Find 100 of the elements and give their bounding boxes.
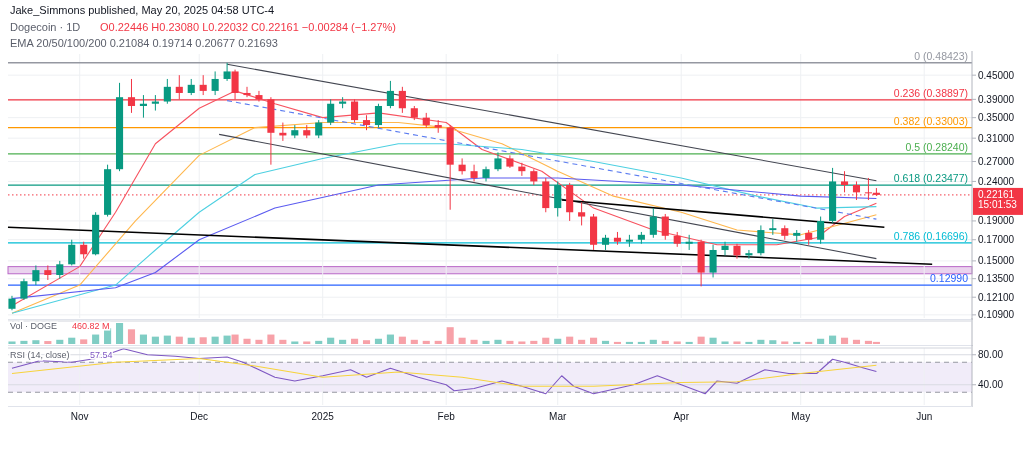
bar [625,341,633,344]
x-tick-label: Apr [673,411,690,422]
bar [339,339,347,344]
candlestick [199,74,207,96]
candlestick [68,239,76,266]
bar [817,338,825,344]
y-tick-label: 0.39000 [978,93,1015,105]
bar [351,338,359,344]
y-tick-label: 0.10900 [978,309,1015,321]
y-tick-label: 0.12100 [978,291,1015,303]
candlestick [494,151,502,172]
x-tick-label: Jun [916,411,933,422]
bar [793,341,801,344]
x-tick-label: Nov [70,411,89,422]
annotation: 460.82 M [72,321,110,331]
candlestick [223,62,231,82]
bar [139,334,147,344]
line-series [11,348,877,395]
chart-title: Vol · DOGE [10,321,58,331]
y-tick-label: 0.13500 [978,273,1015,285]
bar [685,341,693,344]
y-tick-label: 0.17000 [978,234,1015,246]
bar [362,340,371,344]
bar [410,339,418,344]
bar [733,341,741,344]
ref-line-label: 0.12990 [930,272,969,285]
candlestick [32,264,40,286]
bar [470,339,478,344]
bar [590,337,598,344]
bar [303,341,311,344]
bar [279,339,287,344]
bar [44,341,52,344]
y-tick-label: 0.15000 [978,255,1015,267]
bar [20,340,28,344]
bar [578,339,586,344]
bar [231,334,239,344]
bar [243,338,251,344]
bar [422,340,430,344]
chart-title: RSI (14, close) [10,350,70,360]
bar [199,337,207,344]
bar [151,336,159,344]
bar [267,334,275,344]
bar [291,341,299,344]
candlestick [817,216,825,245]
candlestick [243,86,251,98]
x-tick-label: May [791,411,811,422]
bar [781,341,789,344]
candlestick [211,70,219,96]
y-tick-label: 0.45000 [978,69,1015,81]
text: Jake_Simmons published, May 20, 2025 04:58 UTC-4 [10,4,275,16]
candlestick [386,80,394,109]
candlestick [709,244,717,278]
bar [852,339,861,344]
bar [601,340,610,344]
candlestick [721,241,729,256]
ref-line-label: 0.618 (0.23477) [893,172,968,185]
x-tick-label: Dec [190,411,209,422]
candlestick [470,164,478,182]
bar [769,340,777,344]
bar [175,336,183,344]
bar [32,340,40,344]
bar [757,339,765,344]
chart-title: Dogecoin · 1D [10,21,81,33]
y-tick-label: 0.19000 [978,215,1015,227]
bar [661,340,669,344]
bar [829,335,837,344]
y-tick-label: 0.31000 [978,132,1015,144]
candlestick [661,213,669,241]
bar [92,334,100,344]
text: EMA 20/50/100/200 0.21084 0.19714 0.20677 0.21693 [10,37,278,49]
bar [518,341,526,344]
bar [386,334,394,344]
candlestick [578,201,586,226]
bar [721,341,729,344]
bar [187,337,195,344]
bar [8,341,16,344]
ref-line-label: 0.786 (0.16696) [893,229,968,242]
y-tick-label: 0.27000 [978,156,1015,168]
bar [745,341,753,344]
bar [315,340,323,344]
bar [127,329,136,344]
x-tick-label: Feb [437,411,456,422]
bar [211,336,219,344]
bar [115,323,124,344]
bar [446,327,454,344]
candlestick [649,207,657,239]
x-tick-label: 2025 [311,411,335,422]
bar [374,338,383,344]
bar [494,339,502,344]
bar [530,340,538,344]
bar [255,339,263,344]
y-tick-label: 0.24000 [978,175,1015,187]
ref-line-label: 0.382 (0.33003) [893,114,968,127]
bar [805,341,813,344]
candlestick [757,224,765,256]
candlestick [315,119,323,139]
ref-line-label: 0.22161 [978,189,1015,201]
bar [56,339,64,344]
bar [542,337,550,344]
bar [68,337,76,344]
